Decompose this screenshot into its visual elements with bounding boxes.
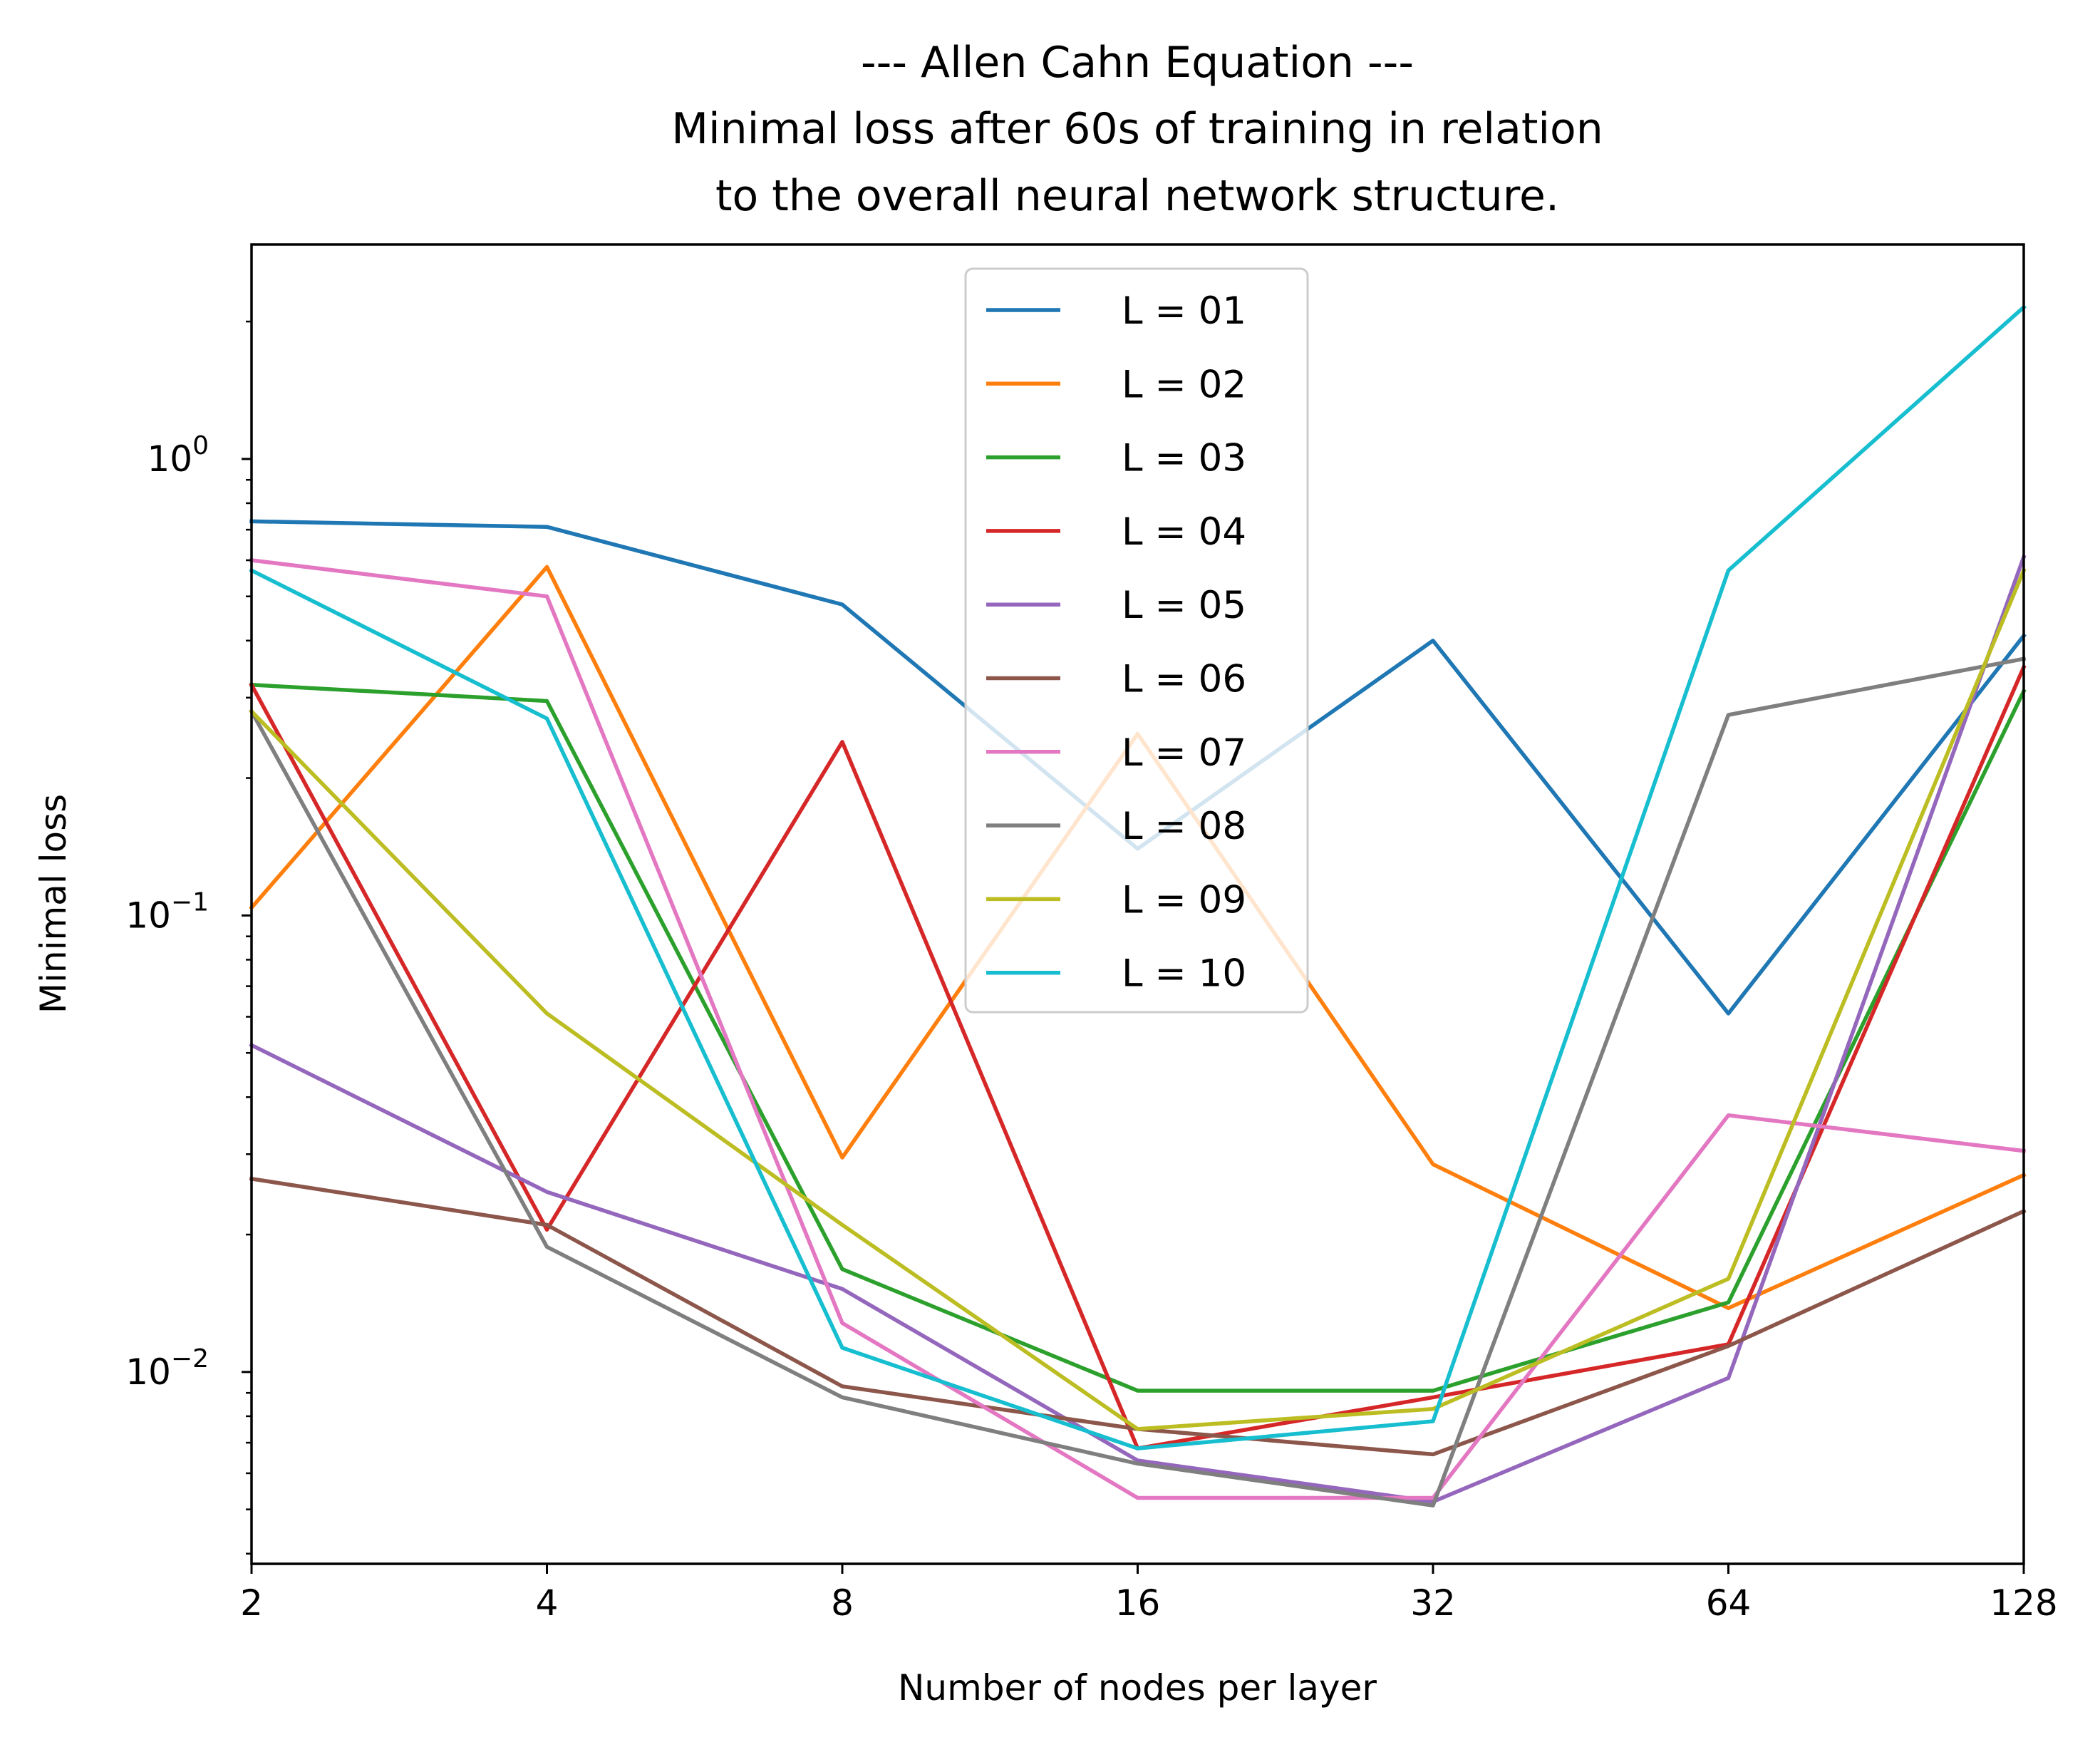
data-point [545, 1190, 549, 1194]
data-point [1136, 1459, 1139, 1462]
series-line-6 [249, 1176, 2027, 1457]
data-point [1727, 1344, 1730, 1348]
data-point [545, 717, 549, 721]
title-line-2: Minimal loss after 60s of training in re… [671, 104, 1603, 154]
data-point [545, 1245, 549, 1249]
x-tick-label: 16 [1115, 1582, 1161, 1624]
y-tick-label: 100 [147, 431, 209, 480]
data-point [1136, 1462, 1139, 1465]
title-line-3: to the overall neural network structure. [715, 171, 1559, 221]
data-point [1432, 1163, 1434, 1166]
data-point [1727, 1011, 1730, 1015]
data-point [841, 1156, 844, 1159]
legend-label: L = 01 [1122, 289, 1246, 333]
data-point [841, 740, 844, 743]
x-tick-label: 8 [831, 1582, 854, 1624]
x-axis-label: Number of nodes per layer [898, 1667, 1377, 1709]
x-tick-label: 4 [536, 1582, 559, 1624]
data-point [1136, 1389, 1139, 1393]
y-tick-label: 10−2 [125, 1344, 209, 1393]
data-point [841, 1267, 844, 1271]
legend-label: L = 03 [1122, 437, 1246, 480]
legend-label: L = 09 [1122, 878, 1246, 922]
legend-label: L = 06 [1122, 658, 1246, 701]
data-point [545, 699, 549, 703]
legend-label: L = 02 [1122, 363, 1246, 406]
data-point [1136, 1496, 1139, 1500]
legend-label: L = 04 [1122, 510, 1246, 554]
data-point [841, 1321, 844, 1325]
x-axis-ticks: 2 4 8 16 32 64 128 [240, 1564, 2058, 1624]
data-point [1432, 1389, 1434, 1393]
series-6 [249, 1176, 2027, 1457]
data-point [1432, 1504, 1434, 1508]
legend-label: L = 07 [1122, 731, 1246, 775]
data-point [1136, 1427, 1139, 1431]
data-point [841, 1287, 844, 1291]
data-point [545, 594, 549, 598]
x-tick-label: 2 [240, 1582, 263, 1624]
legend-label: L = 08 [1122, 805, 1246, 848]
data-point [841, 1385, 844, 1388]
data-point [1727, 713, 1730, 716]
x-tick-label: 32 [1410, 1582, 1456, 1624]
data-point [1727, 1277, 1730, 1281]
data-point [545, 1223, 549, 1227]
data-point [1432, 1396, 1434, 1399]
data-point [1432, 1407, 1434, 1411]
chart-title: --- Allen Cahn Equation --- Minimal loss… [671, 38, 1603, 221]
data-point [841, 1346, 844, 1349]
data-point [1727, 569, 1730, 572]
data-point [841, 1223, 844, 1227]
data-point [841, 1396, 844, 1399]
title-line-1: --- Allen Cahn Equation --- [861, 38, 1414, 88]
data-point [841, 603, 844, 607]
data-point [545, 1011, 549, 1015]
data-point [1432, 1453, 1434, 1456]
legend-label: L = 10 [1122, 952, 1246, 996]
data-point [1727, 1307, 1730, 1310]
data-point [1432, 1420, 1434, 1423]
data-point [1432, 639, 1434, 642]
y-axis-ticks: 100 10−1 10−2 [125, 320, 252, 1555]
data-point [1727, 1301, 1730, 1304]
data-point [545, 565, 549, 569]
y-axis-label: Minimal loss [33, 794, 74, 1014]
data-point [545, 525, 549, 529]
data-point [1727, 1376, 1730, 1380]
legend: L = 01 L = 02 L = 03 L = 04 L = 05 L = 06 L = … [964, 267, 1309, 1014]
x-tick-label: 64 [1706, 1582, 1752, 1624]
x-tick-label: 128 [1990, 1582, 2057, 1624]
data-point [1136, 1447, 1139, 1450]
y-tick-label: 10−1 [125, 887, 209, 936]
legend-label: L = 05 [1122, 584, 1246, 627]
data-point [545, 1228, 549, 1232]
data-point [1727, 1113, 1730, 1117]
